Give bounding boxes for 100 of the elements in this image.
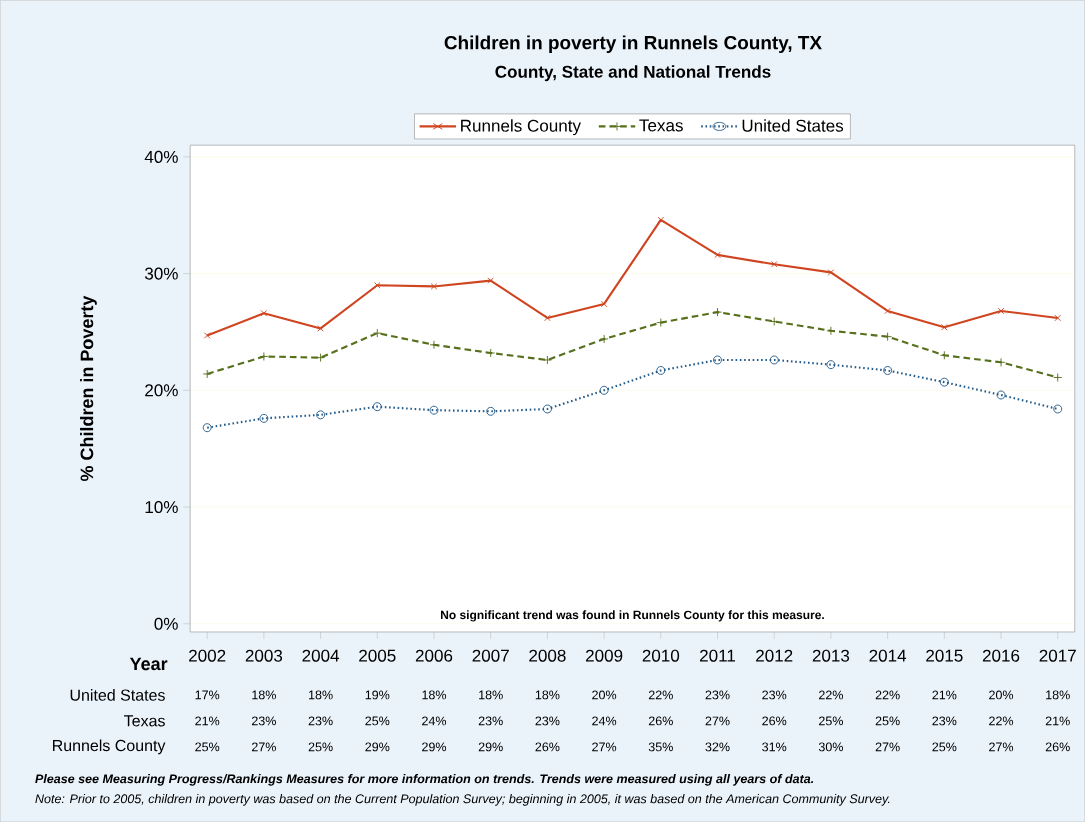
chart-subtitle: County, State and National Trends [495, 65, 771, 82]
data-label: 22% [648, 690, 673, 700]
point [713, 355, 722, 365]
point [657, 216, 665, 224]
point [939, 377, 949, 387]
point [599, 334, 609, 344]
text: Note: Prior to 2005, children in poverty was based on the Current Population Survey; beginning in 2005, it was based on the American Community Survey. [35, 793, 890, 806]
data-label: 27% [705, 716, 730, 726]
point [259, 351, 269, 361]
y-tick-label: 0% [154, 617, 178, 630]
data-label: 18% [479, 690, 503, 700]
point [827, 269, 835, 276]
data-label: 23% [251, 716, 276, 726]
data-label: 31% [762, 742, 787, 752]
data-label: 25% [875, 716, 900, 726]
data-label: 25% [932, 742, 957, 752]
point [429, 405, 439, 415]
x-axis-title: Year [129, 657, 168, 671]
data-label: 20% [989, 690, 1014, 700]
y-tick-label: 30% [144, 267, 178, 280]
x-tick-label: 2002 [189, 649, 226, 662]
data-label: 26% [1045, 742, 1070, 752]
point [996, 390, 1006, 400]
point [429, 340, 439, 350]
point [656, 318, 666, 328]
point [1053, 404, 1063, 414]
point [941, 323, 948, 331]
point [487, 277, 494, 284]
data-label: 29% [365, 742, 390, 752]
point [372, 402, 382, 412]
point [770, 260, 778, 268]
x-tick-label: 2011 [700, 649, 736, 662]
data-label: 23% [308, 716, 333, 726]
data-label: 27% [989, 742, 1014, 752]
point [374, 281, 381, 289]
data-label: 30% [818, 742, 843, 752]
x-tick-label: 2006 [415, 649, 453, 662]
point [542, 355, 552, 365]
data-label: 20% [592, 690, 617, 700]
data-label: 18% [252, 690, 276, 700]
legend-label: United States [742, 119, 844, 132]
data-label: 27% [251, 742, 276, 752]
point [939, 350, 949, 360]
point [883, 332, 893, 342]
x-tick-label: 2003 [245, 649, 283, 662]
data-label: 23% [535, 716, 560, 726]
point [714, 251, 721, 259]
data-label: 26% [762, 716, 787, 726]
data-label: 25% [365, 716, 390, 726]
data-label: 17% [195, 690, 220, 700]
data-label: 23% [762, 690, 787, 700]
point [599, 385, 609, 395]
data-label: 22% [819, 690, 843, 700]
x-tick-label: 2010 [642, 649, 680, 662]
data-label: 26% [535, 742, 560, 752]
data-label: 21% [932, 690, 957, 700]
legend-label: Runnels County [461, 119, 581, 136]
point [486, 348, 496, 358]
point [316, 410, 326, 420]
y-tick-label: 10% [145, 500, 178, 514]
x-tick-label: 2004 [302, 649, 340, 662]
point [884, 307, 891, 315]
text: Runnels County [53, 739, 166, 755]
x-tick-label: 2008 [529, 649, 566, 662]
data-label: 19% [365, 690, 390, 700]
point [713, 307, 722, 317]
data-label: 35% [648, 742, 673, 752]
point [203, 332, 211, 339]
data-label: 23% [932, 716, 957, 726]
data-label: 23% [478, 716, 503, 726]
chart-title: Children in poverty in Runnels County, TX [444, 35, 822, 53]
annotation: No significant trend was found in Runnels County for this measure. [441, 610, 824, 622]
data-label: 26% [648, 716, 673, 726]
point [883, 365, 893, 375]
x-tick-label: 2005 [359, 649, 396, 662]
point [656, 365, 666, 375]
x-tick-label: 2016 [982, 649, 1020, 662]
point [996, 357, 1006, 367]
point [1054, 314, 1062, 322]
data-label: 29% [478, 742, 503, 752]
y-tick-label: 40% [144, 150, 178, 163]
text: United States [70, 689, 165, 701]
x-tick-label: 2014 [869, 649, 907, 662]
data-label: 18% [1046, 690, 1070, 700]
data-label: 27% [592, 742, 617, 752]
data-label: 25% [308, 742, 333, 752]
data-label: 25% [819, 716, 843, 726]
y-axis-title: % Children in Poverty [80, 295, 97, 482]
y-tick-label: 20% [145, 384, 178, 397]
point [826, 326, 836, 336]
data-label: 21% [1045, 716, 1070, 726]
point [317, 325, 324, 332]
point [486, 406, 496, 416]
point [997, 307, 1005, 315]
x-tick-label: 2007 [472, 649, 509, 662]
point [259, 413, 269, 423]
x-tick-label: 2017 [1039, 649, 1076, 662]
text: Texas [124, 715, 165, 727]
x-tick-label: 2015 [926, 649, 963, 662]
data-label: 21% [195, 716, 220, 726]
